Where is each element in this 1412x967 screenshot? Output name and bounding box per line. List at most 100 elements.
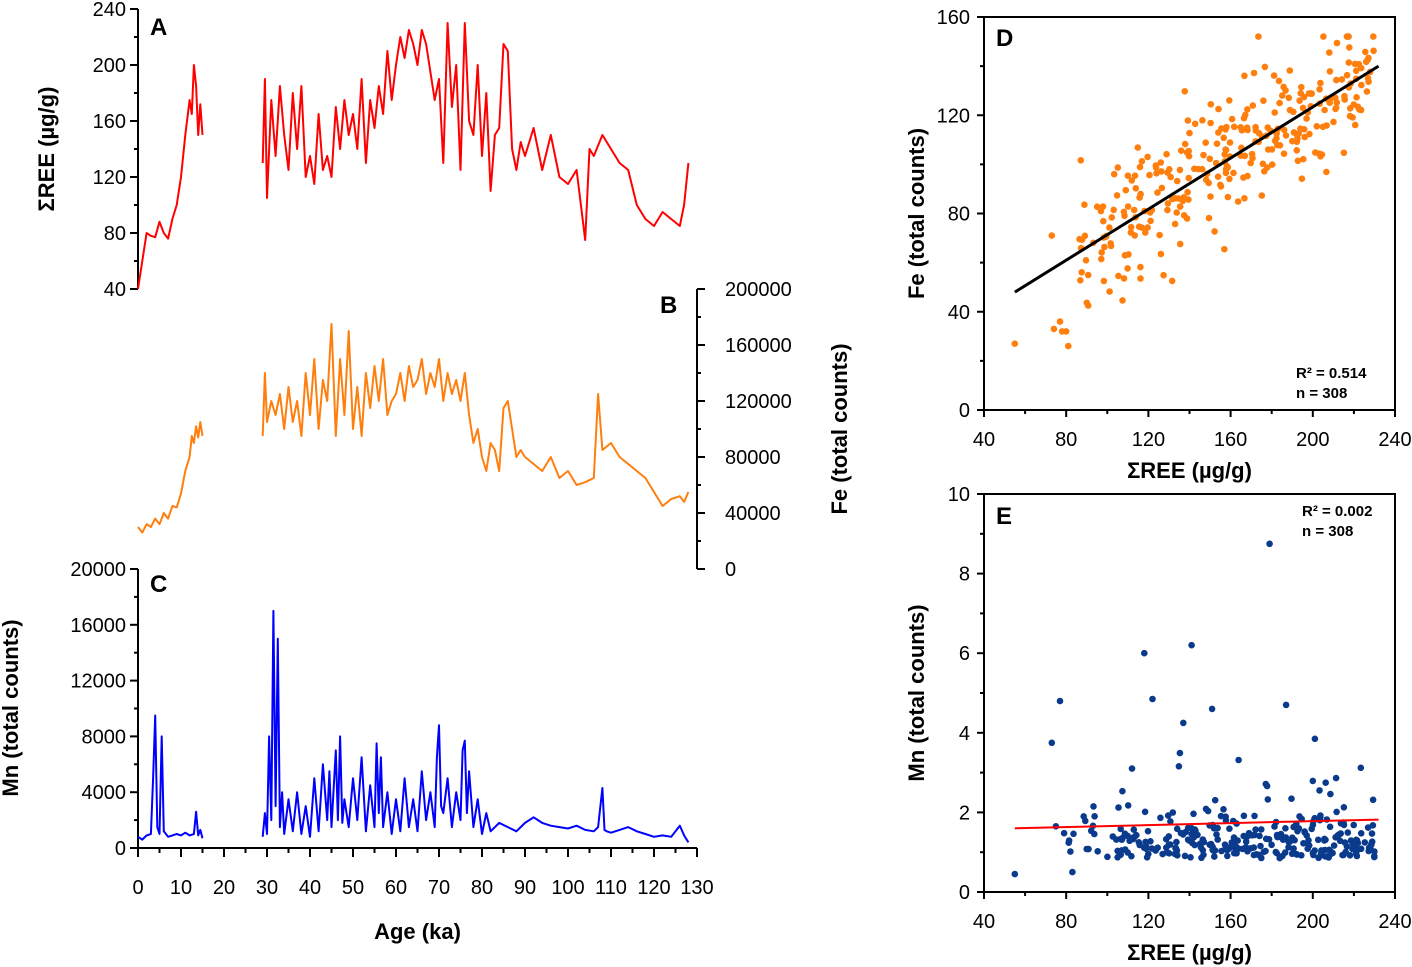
panel-a-y-tick-label: 200 xyxy=(93,55,126,77)
panel-d-scatter-point xyxy=(1286,67,1294,74)
panel-e-scatter-point xyxy=(1357,845,1365,853)
panel-d-scatter-point xyxy=(1226,97,1233,104)
panel-d-scatter-point xyxy=(1138,158,1146,165)
panel-e-scatter-point xyxy=(1085,845,1092,853)
panel-e-scatter-point xyxy=(1316,787,1323,794)
panel-c-x-tick-label: 30 xyxy=(256,877,278,899)
panel-b-y-axis-label: Fe (total counts) xyxy=(827,343,852,514)
panel-e-scatter-point xyxy=(1124,802,1132,809)
panel-c-y-tick-label: 8000 xyxy=(82,726,127,748)
panel-e-scatter-point xyxy=(1117,835,1124,843)
panel-e-scatter-point xyxy=(1258,854,1265,862)
panel-e-scatter-point xyxy=(1181,852,1189,860)
panel-e-scatter-point xyxy=(1208,705,1216,713)
panel-d-scatter-point xyxy=(1234,198,1242,205)
panel-e-y-tick-label: 4 xyxy=(959,723,970,745)
panel-d-scatter-point xyxy=(1181,88,1189,95)
panel-d-scatter-point xyxy=(1163,150,1170,158)
panel-b-series-line-1 xyxy=(137,421,204,534)
panel-e-scatter-point xyxy=(1240,812,1248,820)
panel-e-scatter-point xyxy=(1080,813,1087,820)
panel-e-scatter-point xyxy=(1222,845,1229,853)
panel-e-scatter-point xyxy=(1184,836,1192,843)
panel-d-scatter-point xyxy=(1223,123,1230,131)
panel-e-scatter-point xyxy=(1262,835,1270,843)
panel-e-scatter-point xyxy=(1188,641,1195,649)
panel-e-scatter-point xyxy=(1141,808,1149,816)
panel-d-scatter-point xyxy=(1124,265,1131,272)
panel-c-x-tick-label: 100 xyxy=(551,877,584,899)
panel-c-x-tick-label: 90 xyxy=(514,877,536,899)
panel-d-scatter-point xyxy=(1319,123,1327,131)
panel-d-y-tick-label: 40 xyxy=(948,302,970,324)
panel-e-scatter-point xyxy=(1252,826,1259,833)
panel-e-scatter-point xyxy=(1173,838,1180,846)
panel-e-scatter-point xyxy=(1199,836,1207,843)
panel-e-scatter-point xyxy=(1332,834,1339,841)
panel-e-scatter-point xyxy=(1279,836,1287,843)
panel-e-scatter-point xyxy=(1311,814,1318,822)
panel-d-scatter-point xyxy=(1173,209,1180,216)
panel-d-scatter-point xyxy=(1169,195,1176,203)
panel-e-scatter-point xyxy=(1235,845,1242,852)
panel-d-scatter-point xyxy=(1176,240,1184,248)
panel-d-scatter-point xyxy=(1113,192,1121,199)
panel-d-scatter-point xyxy=(1244,106,1251,113)
panel-d-scatter-point xyxy=(1144,224,1151,231)
panel-e-scatter-point xyxy=(1285,844,1292,851)
panel-e-scatter-point xyxy=(1174,852,1181,859)
panel-e-scatter-point xyxy=(1211,853,1218,860)
panel-d-scatter-point xyxy=(1184,117,1192,124)
panel-d-scatter-point xyxy=(1147,217,1154,225)
panel-e-scatter-point xyxy=(1251,812,1258,820)
panel-d-scatter-point xyxy=(1214,173,1222,180)
panel-d-scatter-point xyxy=(1213,140,1221,147)
panel-e-scatter-point xyxy=(1011,870,1019,878)
panel-d-scatter-point xyxy=(1230,169,1237,177)
panel-d-scatter-point xyxy=(1101,243,1108,251)
panel-d-scatter-point xyxy=(1106,224,1113,231)
panel-a-ree-timeseries: 40 80 120 160 200 240 ΣREE (µg/g) A xyxy=(34,0,690,301)
panel-d-scatter-point xyxy=(1152,164,1160,171)
panel-e-scatter-point xyxy=(1317,813,1324,821)
panel-e-scatter-point xyxy=(1244,848,1251,855)
panel-d-scatter-point xyxy=(1323,168,1330,176)
panel-d-scatter-point xyxy=(1065,342,1072,350)
panel-d-scatter-point xyxy=(1200,151,1207,159)
panel-d-scatter-point xyxy=(1121,252,1129,259)
panel-e-scatter-point xyxy=(1065,837,1073,844)
panel-d-scatter-point xyxy=(1293,138,1301,146)
panel-e-scatter-point xyxy=(1330,842,1338,849)
panel-e-n-annotation: n = 308 xyxy=(1302,523,1353,540)
panel-d-scatter-point xyxy=(1205,179,1212,187)
panel-e-scatter-point xyxy=(1295,825,1303,832)
panel-e-scatter-point xyxy=(1069,868,1076,876)
panel-e-y-tick-label: 10 xyxy=(948,484,970,506)
panel-e-scatter-point xyxy=(1253,851,1260,858)
panel-d-scatter-point xyxy=(1127,229,1135,236)
panel-d-scatter-point xyxy=(1215,105,1222,113)
panel-c-x-tick-label: 0 xyxy=(132,877,143,899)
panel-d-x-axis-label: ΣREE (µg/g) xyxy=(1127,458,1252,483)
panel-e-scatter-point xyxy=(1117,851,1124,859)
panel-c-y-tick-label: 4000 xyxy=(82,782,127,804)
panel-d-scatter-point xyxy=(1137,275,1144,282)
panel-e-scatter-point xyxy=(1094,848,1101,855)
panel-d-scatter-point xyxy=(1078,269,1085,276)
panel-e-x-tick-label: 120 xyxy=(1132,911,1165,933)
panel-d-scatter-point xyxy=(1158,184,1166,192)
panel-d-y-tick-label: 160 xyxy=(937,7,970,29)
panel-d-scatter-point xyxy=(1346,105,1354,112)
panel-e-scatter-point xyxy=(1222,813,1229,820)
panel-d-scatter-point xyxy=(1255,33,1262,40)
panel-d-scatter-point xyxy=(1120,275,1128,282)
panel-e-scatter-point xyxy=(1300,840,1307,847)
panel-d-scatter-point xyxy=(1081,201,1088,208)
panel-d-scatter-point xyxy=(1221,151,1228,158)
panel-d-scatter-point xyxy=(1264,124,1271,131)
panel-c-y-tick-label: 0 xyxy=(115,838,126,860)
panel-e-x-axis-label: ΣREE (µg/g) xyxy=(1127,940,1252,965)
panel-d-scatter-point xyxy=(1293,147,1301,154)
panel-e-scatter-point xyxy=(1258,826,1265,833)
panel-d-scatter-point xyxy=(1271,109,1278,116)
